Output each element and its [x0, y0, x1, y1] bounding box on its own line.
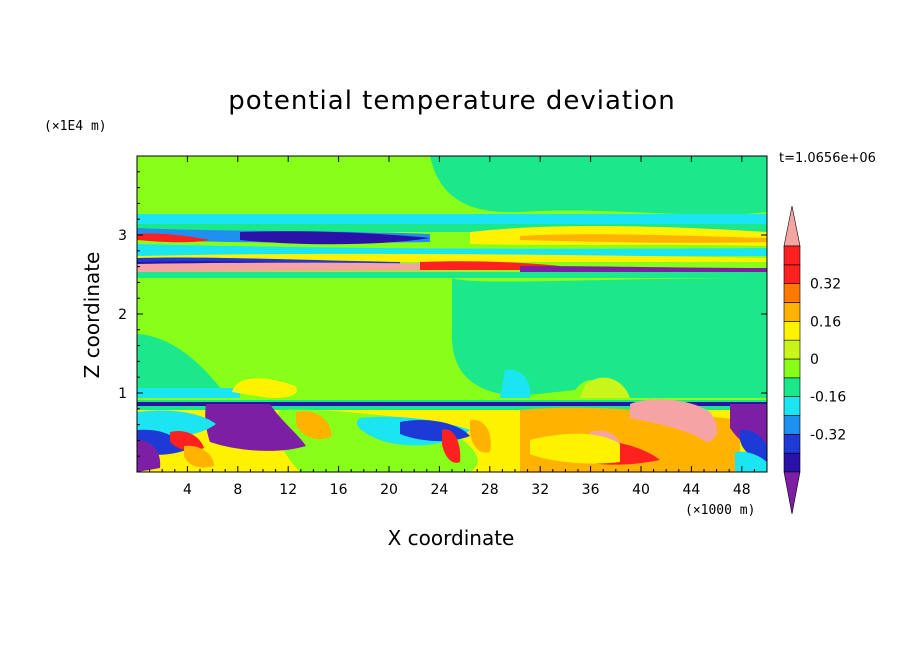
x-tick-label: 12 — [279, 482, 297, 498]
cyan-left-low — [137, 388, 240, 398]
x-tick-label: 20 — [380, 482, 398, 498]
chart-title: potential temperature deviation — [228, 86, 676, 116]
x-tick-label: 24 — [430, 482, 448, 498]
bl-red-left — [170, 430, 204, 451]
x-axis-label: X coordinate — [0, 526, 904, 550]
colorbar-box — [783, 452, 801, 473]
y-tick-label: 3 — [118, 228, 127, 244]
x-tick-label: 28 — [481, 482, 499, 498]
region-left-shoulder — [137, 334, 228, 398]
colorbar-tick-label: 0.32 — [810, 277, 841, 293]
colorbar-tick-label: 0.16 — [810, 314, 841, 330]
colorbar-box — [783, 245, 801, 266]
band-up-cyan — [137, 214, 767, 224]
band-up-cyan2 — [137, 244, 767, 256]
x-tick-label: 40 — [632, 482, 650, 498]
bl-purple-left — [205, 404, 306, 451]
colorbar-box — [783, 377, 801, 397]
x-tick-label: 32 — [531, 482, 549, 498]
bl-dark-line — [137, 402, 767, 406]
region-top-right — [430, 156, 767, 215]
band-up-orange — [520, 234, 767, 243]
x-tick-label: 16 — [330, 482, 348, 498]
y-axis: 1 2 3 — [118, 171, 767, 457]
contour-field — [137, 156, 767, 472]
x-tick-label: 44 — [682, 482, 700, 498]
region-right-mid — [451, 278, 767, 398]
time-label: t=1.0656e+06 — [779, 151, 876, 166]
colorbar-box — [783, 434, 801, 454]
colorbar-arrow-bottom — [783, 471, 801, 515]
x-tick-label: 48 — [733, 482, 751, 498]
x-tick-label: 36 — [582, 482, 600, 498]
cyan-mid-low — [500, 369, 531, 398]
bl-red-mid — [442, 429, 461, 463]
x-tick-label: 4 — [183, 482, 192, 498]
bl-cyan-left — [137, 410, 216, 438]
colorbar-arrow-top — [783, 205, 801, 247]
bl-yellow-right — [530, 433, 620, 464]
y-tick-label: 1 — [118, 386, 127, 402]
y-tick-label: 2 — [118, 307, 127, 323]
band-up-dark1 — [240, 231, 430, 245]
bl-blue-right — [740, 429, 767, 462]
bl-pink-right — [630, 399, 718, 442]
colorbar-tick-label: 0 — [810, 352, 819, 368]
x-axis-label-text: X coordinate — [387, 526, 515, 550]
y-unit-label: (×1E4 m) — [44, 119, 107, 134]
colorbar-box — [783, 396, 801, 416]
colorbar: 0.32 0.16 0 -0.16 -0.32 — [783, 205, 846, 515]
band-up-red — [137, 233, 210, 243]
colorbar-box — [783, 358, 801, 379]
bl-purple-left2 — [137, 440, 161, 472]
lime-low-right — [580, 377, 630, 398]
y-axis-label: Z coordinate — [80, 251, 104, 379]
x-unit-label: (×1000 m) — [685, 503, 756, 518]
colorbar-box — [783, 264, 801, 284]
x-axis: 4 8 12 16 20 24 28 32 36 40 44 48 — [149, 156, 755, 498]
yellow-low-left — [232, 378, 297, 398]
colorbar-box — [783, 339, 801, 360]
colorbar-box — [783, 321, 801, 341]
colorbar-box — [783, 302, 801, 322]
band-up-green — [137, 272, 767, 278]
colorbar-box — [783, 415, 801, 435]
colorbar-box — [783, 283, 801, 303]
bl-orange-left — [184, 445, 214, 468]
colorbar-tick-label: -0.16 — [810, 390, 846, 406]
x-tick-label: 8 — [233, 482, 242, 498]
bl-orange-mid2 — [470, 419, 491, 453]
bl-orange-mid — [296, 411, 332, 440]
bl-cyan-right — [735, 451, 767, 472]
colorbar-tick-label: -0.32 — [810, 427, 846, 443]
